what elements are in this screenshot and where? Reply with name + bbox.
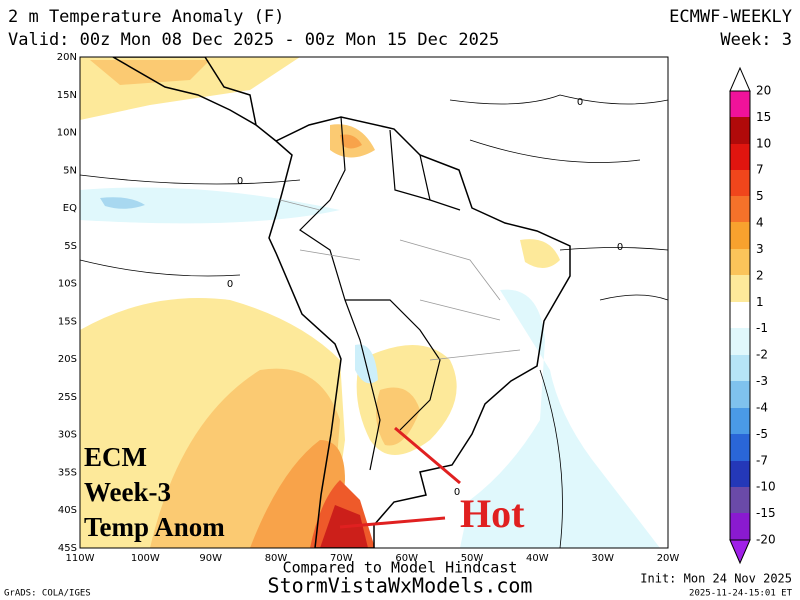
site: StormVistaWxModels.com (268, 574, 533, 598)
colorbar-label: -10 (756, 480, 776, 494)
colorbar-label: -4 (756, 400, 768, 414)
week: Week: 3 (720, 30, 792, 50)
lon-label: 40W (526, 553, 549, 564)
colorbar-label: 7 (756, 163, 764, 177)
note: Compared to Model Hindcast (283, 559, 518, 577)
lon-label: 110W (66, 553, 95, 564)
colorbar-label: -5 (756, 427, 768, 441)
lat-label: EQ (63, 203, 77, 214)
stamp: 2025-11-24-15:01 ET (689, 589, 793, 599)
contour-label: 0 (617, 242, 623, 253)
callout: Hot (460, 491, 525, 536)
lat-label: 15S (58, 316, 77, 327)
colorbar-label: 5 (756, 189, 764, 203)
overlay-text: Week-3 (84, 477, 171, 507)
colorbar-label: -15 (756, 506, 776, 520)
model: ECMWF-WEEKLY (669, 7, 792, 27)
colorbar-label: -20 (756, 533, 776, 547)
colorbar-label: 4 (756, 216, 764, 230)
lon-label: 100W (131, 553, 160, 564)
colorbar-label: 1 (756, 295, 764, 309)
lat-label: 30S (58, 430, 77, 441)
contour-label: 0 (237, 176, 243, 187)
lat-label: 10N (57, 128, 77, 139)
lat-label: 15N (57, 90, 77, 101)
lat-label: 45S (58, 543, 77, 554)
contour-label: 0 (227, 279, 233, 290)
colorbar-label: -7 (756, 453, 768, 467)
valid: Valid: 00z Mon 08 Dec 2025 - 00z Mon 15 … (8, 30, 499, 50)
colorbar-label: 10 (756, 136, 771, 150)
callout-arrows (339, 426, 461, 529)
init: Init: Mon 24 Nov 2025 (640, 572, 792, 586)
lat-label: 35S (58, 467, 77, 478)
colorbar-label: -3 (756, 374, 768, 388)
lat-label: 5N (63, 165, 77, 176)
lat-label: 40S (58, 505, 77, 516)
colorbar-label: 3 (756, 242, 764, 256)
lat-label: 10S (58, 279, 77, 290)
lon-label: 90W (199, 553, 222, 564)
colorbar-label: -1 (756, 321, 768, 335)
colorbar-label: -2 (756, 348, 768, 362)
colorbar-label: 2 (756, 268, 764, 282)
lon-label: 60W (395, 553, 418, 564)
colorbar-label: 15 (756, 110, 771, 124)
lat-label: 20S (58, 354, 77, 365)
lat-label: 5S (64, 241, 77, 252)
map-shading (80, 57, 668, 548)
overlay-text: ECM (84, 442, 147, 472)
credit: GrADS: COLA/IGES (4, 589, 91, 599)
colorbar (729, 66, 751, 565)
title: 2 m Temperature Anomaly (F) (8, 7, 284, 27)
lon-label: 80W (265, 553, 288, 564)
lat-label: 20N (57, 52, 77, 63)
contour-label: 0 (454, 487, 460, 498)
lon-label: 20W (657, 553, 680, 564)
contour-label: 0 (577, 97, 583, 108)
map-frame (79, 56, 669, 549)
colorbar-label: 20 (756, 84, 771, 98)
lat-label: 25S (58, 392, 77, 403)
lon-label: 50W (461, 553, 484, 564)
overlay-text: Temp Anom (84, 512, 225, 542)
lon-label: 70W (330, 553, 353, 564)
lon-label: 30W (591, 553, 614, 564)
